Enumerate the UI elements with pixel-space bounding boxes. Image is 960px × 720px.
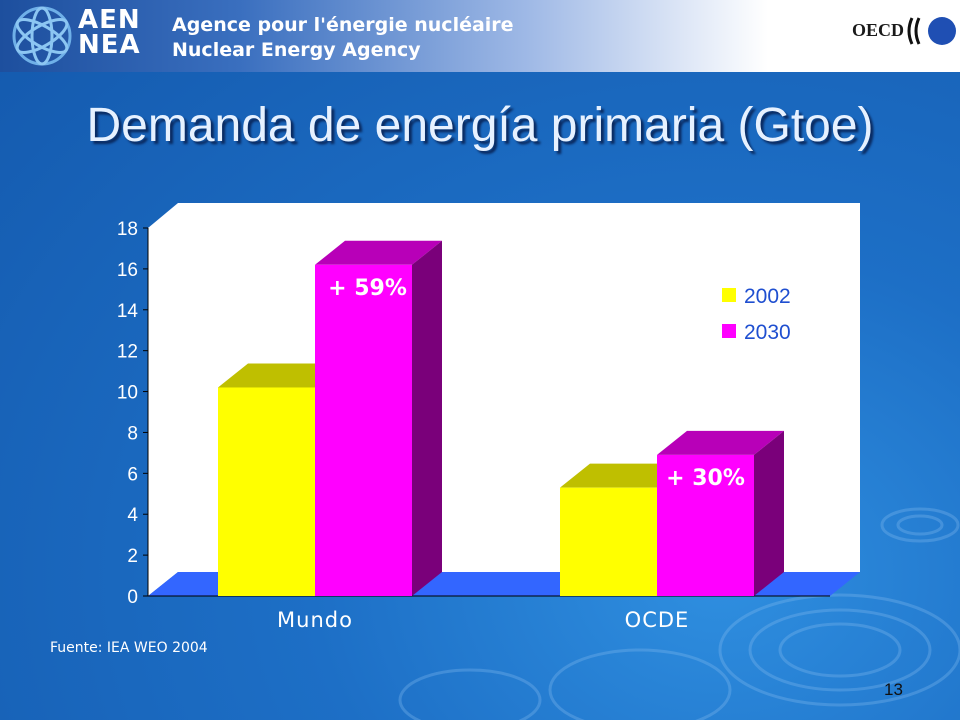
bar-front-face bbox=[218, 387, 315, 596]
y-tick-label: 18 bbox=[117, 219, 138, 240]
bar-top-face bbox=[218, 363, 345, 388]
header-banner: AEN NEA Agence pour l'énergie nucléaire … bbox=[0, 0, 960, 72]
legend-label-2030: 2030 bbox=[744, 321, 791, 344]
y-tick-label: 16 bbox=[117, 260, 138, 281]
y-tick-label: 0 bbox=[127, 587, 138, 608]
agency-name-fr: Agence pour l'énergie nucléaire bbox=[172, 14, 514, 36]
bar-front-face bbox=[657, 454, 754, 596]
bar-top-face bbox=[657, 430, 784, 455]
bar-top-face bbox=[560, 463, 687, 488]
oecd-logo-icon bbox=[907, 17, 956, 45]
y-tick-label: 14 bbox=[117, 301, 139, 322]
bar-front-face bbox=[560, 487, 657, 596]
logo-line-aen: AEN bbox=[78, 5, 141, 35]
atom-logo-icon bbox=[12, 6, 72, 66]
x-category-label: Mundo bbox=[277, 608, 353, 632]
growth-annotation: + 59% bbox=[328, 276, 407, 301]
bar-top-face bbox=[315, 240, 442, 265]
slide-title: Demanda de energía primaria (Gtoe) bbox=[86, 99, 874, 152]
y-tick-label: 4 bbox=[127, 505, 138, 526]
oecd-label: OECD bbox=[852, 20, 905, 40]
aen-nea-logo-text: AEN NEA bbox=[78, 5, 141, 60]
bar-2030-mundo bbox=[315, 240, 442, 597]
legend-swatch-2030 bbox=[722, 324, 736, 338]
logo-line-nea: NEA bbox=[78, 30, 141, 60]
y-tick-label: 2 bbox=[127, 546, 138, 567]
y-tick-label: 6 bbox=[127, 464, 138, 485]
growth-annotation: + 30% bbox=[666, 466, 745, 491]
page-number: 13 bbox=[884, 680, 903, 699]
legend-swatch-2002 bbox=[722, 288, 736, 302]
y-tick-label: 8 bbox=[127, 423, 138, 444]
bar-side-face bbox=[754, 430, 784, 596]
y-tick-label: 10 bbox=[117, 383, 138, 404]
bar-front-face bbox=[315, 264, 412, 596]
source-note: Fuente: IEA WEO 2004 bbox=[50, 640, 208, 656]
bar-2030-ocde bbox=[657, 430, 784, 596]
chart-side-wall bbox=[148, 203, 178, 596]
legend-label-2002: 2002 bbox=[744, 285, 791, 308]
agency-name-en: Nuclear Energy Agency bbox=[172, 39, 421, 61]
bar-side-face bbox=[412, 240, 442, 597]
y-tick-label: 12 bbox=[117, 342, 138, 363]
x-category-label: OCDE bbox=[625, 608, 690, 632]
